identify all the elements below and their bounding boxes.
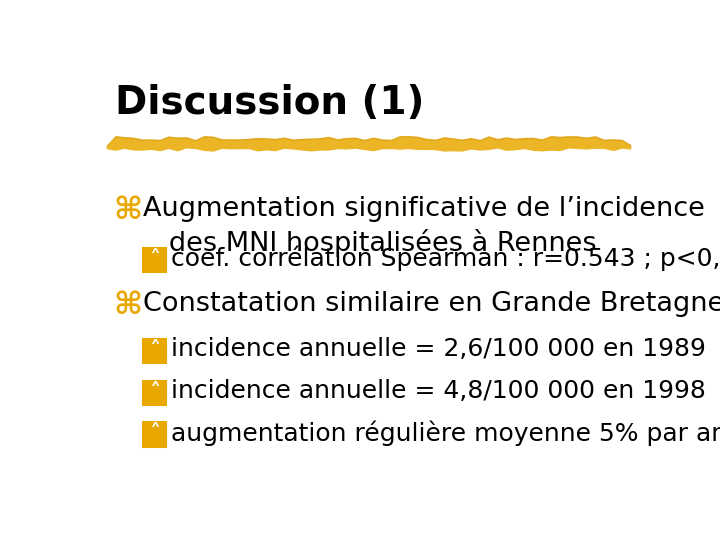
Text: ⌘: ⌘ xyxy=(114,292,143,320)
Text: ˄: ˄ xyxy=(149,248,161,268)
Text: ˄: ˄ xyxy=(149,423,161,443)
Text: Augmentation significative de l’incidence
   des MNI hospitalisées à Rennes: Augmentation significative de l’incidenc… xyxy=(143,196,705,258)
Text: incidence annuelle = 4,8/100 000 en 1998: incidence annuelle = 4,8/100 000 en 1998 xyxy=(171,379,706,403)
Polygon shape xyxy=(107,136,631,152)
Text: ˄: ˄ xyxy=(149,340,161,360)
Text: augmentation régulière moyenne 5% par an: augmentation régulière moyenne 5% par an xyxy=(171,420,720,446)
Text: ˄: ˄ xyxy=(149,382,161,402)
Text: ⌘: ⌘ xyxy=(114,196,143,225)
FancyBboxPatch shape xyxy=(143,248,166,272)
FancyBboxPatch shape xyxy=(143,339,166,363)
Text: incidence annuelle = 2,6/100 000 en 1989: incidence annuelle = 2,6/100 000 en 1989 xyxy=(171,337,706,361)
FancyBboxPatch shape xyxy=(143,381,166,405)
Text: Discussion (1): Discussion (1) xyxy=(115,84,425,122)
Text: Constatation similaire en Grande Bretagne: Constatation similaire en Grande Bretagn… xyxy=(143,292,720,318)
Polygon shape xyxy=(107,136,631,147)
FancyBboxPatch shape xyxy=(143,422,166,447)
Text: coef. corrélation Spearman : r=0.543 ; p<0,05: coef. corrélation Spearman : r=0.543 ; p… xyxy=(171,246,720,271)
